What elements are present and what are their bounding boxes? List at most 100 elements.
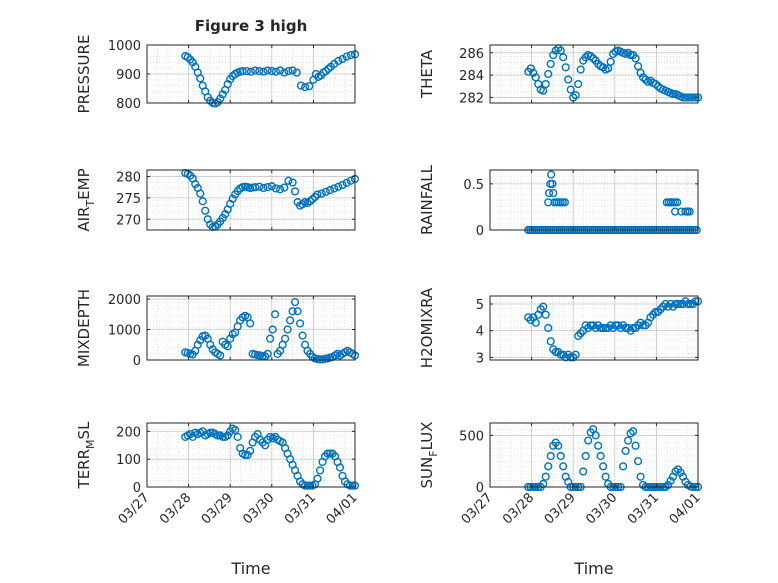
y-axis-label: H2OMIXRA [418,287,436,368]
data-series [181,297,360,364]
data-point [259,183,268,193]
data-point [313,474,322,483]
data-point [290,187,300,196]
data-point [338,180,347,190]
y-tick-label: 280 [116,170,141,185]
data-point [547,170,556,179]
data-point [259,67,268,76]
y-label-subscript: T [84,200,97,208]
data-point [223,431,232,440]
y-label-main: THETA [418,49,436,99]
data-point [223,342,232,351]
data-point [196,74,205,83]
data-point [342,178,351,187]
data-point [541,79,550,89]
data-point [321,66,330,76]
data-point [242,66,251,76]
y-tick-label: 275 [116,192,141,207]
data-point [334,56,343,66]
data-point [579,467,588,476]
data-point [641,75,650,84]
data-point [631,441,640,450]
data-point [346,51,355,60]
data-point [255,182,264,191]
data-point [213,431,222,440]
data-point [338,54,347,64]
data-point [671,207,680,216]
y-label-main: SUN [418,457,436,489]
data-point [263,66,272,75]
y-axis-label: AIRTEMP [75,168,97,231]
data-point [251,183,260,192]
data-point [280,183,289,192]
data-point [621,446,630,455]
data-point [321,187,330,196]
data-point [216,94,225,103]
data-point [539,86,548,95]
y-tick-label: 4 [476,325,484,340]
data-point [323,449,332,458]
data-point [601,472,610,481]
data-point [651,79,660,89]
data-point [589,54,598,63]
data-point [286,316,295,325]
data-series [181,50,360,108]
data-point [263,183,272,192]
subplot-5: 0 1000 2000 MIXDEPTH [75,289,360,369]
data-point [276,185,285,194]
y-label-main: TERR [75,449,93,490]
data-point [315,355,325,364]
major-grid [489,45,699,103]
data-point [198,197,207,206]
x-tick-label: 03/28 [157,490,194,527]
y-tick-label: 0 [476,224,484,239]
subplot-1: 800 900 1000 PRESSURE Figure 3 high [75,17,360,114]
data-point [288,178,297,187]
subplot-2: 282 284 286 THETA [418,44,703,106]
data-point [305,197,315,206]
data-point [691,297,700,306]
data-point [596,451,605,461]
data-point [335,463,345,472]
data-point [313,190,322,199]
axes-box [489,44,699,104]
data-point [676,468,685,477]
axes-box [489,169,699,231]
data-point [330,184,339,193]
data-point [546,337,555,346]
x-tick-label: 03/30 [240,490,277,527]
y-tick-label: 0 [133,481,141,496]
data-point [544,462,553,471]
data-point [549,188,558,198]
chart-title: Figure 3 high [195,17,308,35]
y-label-main: MIXDEPTH [75,289,93,367]
data-point [531,73,540,82]
data-point [255,66,264,76]
y-label-rest: EMP [75,168,93,199]
axes-box [489,422,699,488]
data-point [295,319,305,328]
data-point [206,428,215,437]
data-point [586,52,595,61]
data-point [281,334,290,343]
data-point [226,334,235,343]
y-label-main: PRESSURE [75,35,93,114]
x-tick-label: 03/31 [625,490,662,527]
data-point [216,351,225,360]
x-tick-label: 03/31 [282,490,319,527]
y-tick-label: 286 [459,47,484,62]
data-point [668,89,678,99]
data-point [584,436,593,445]
data-series [524,297,703,362]
data-point [636,68,645,77]
data-point [206,340,215,349]
axes-box [146,422,356,488]
data-point [541,472,550,481]
y-tick-label: 900 [116,68,141,83]
y-tick-label: 270 [116,213,141,228]
y-tick-label: 200 [116,425,141,440]
data-point [636,472,645,481]
